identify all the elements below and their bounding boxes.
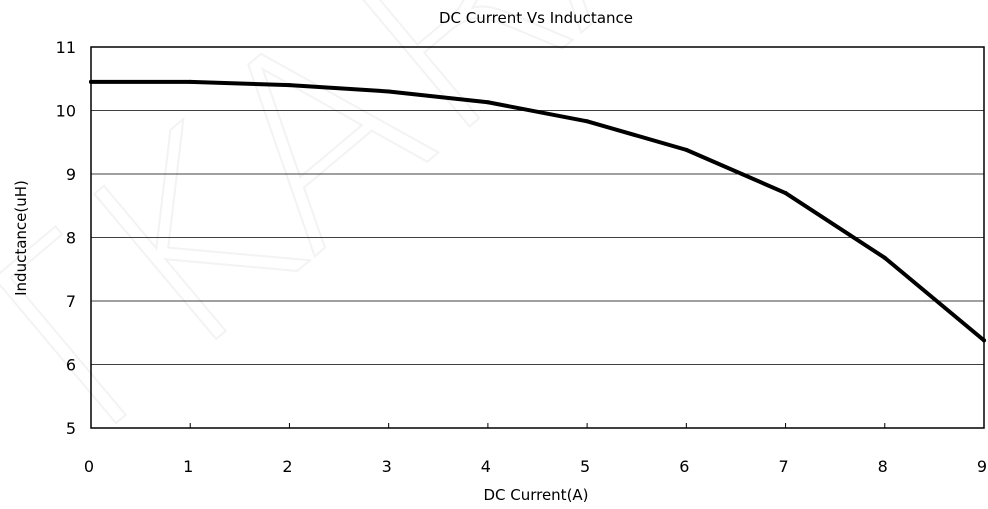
data-point xyxy=(188,79,193,84)
data-point xyxy=(684,147,689,152)
chart-title: DC Current Vs Inductance xyxy=(439,9,633,27)
x-tick-label: 3 xyxy=(382,457,392,476)
data-point xyxy=(585,119,590,124)
x-tick-label: 6 xyxy=(679,457,689,476)
y-tick-label: 11 xyxy=(56,38,76,57)
data-point xyxy=(287,83,292,88)
x-tick-label: 9 xyxy=(977,457,987,476)
x-tick-label: 2 xyxy=(282,457,292,476)
x-tick-label: 5 xyxy=(580,457,590,476)
x-tick-label: 4 xyxy=(481,457,491,476)
x-tick-label: 1 xyxy=(183,457,193,476)
y-tick-label: 5 xyxy=(66,419,76,438)
plot-area-border xyxy=(90,46,985,429)
x-tick-label: 7 xyxy=(778,457,788,476)
data-point xyxy=(882,255,887,260)
x-axis-label: DC Current(A) xyxy=(483,486,588,504)
y-tick-label: 7 xyxy=(66,292,76,311)
y-tick-label: 6 xyxy=(66,356,76,375)
x-tick-label: 0 xyxy=(84,457,94,476)
data-point xyxy=(386,89,391,94)
data-point xyxy=(982,338,986,343)
x-tick-label: 8 xyxy=(878,457,888,476)
data-point xyxy=(783,191,788,196)
series-group xyxy=(89,79,986,343)
y-tick-label: 8 xyxy=(66,229,76,248)
data-point xyxy=(485,100,490,105)
y-tick-label: 10 xyxy=(56,102,76,121)
y-tick-label: 9 xyxy=(66,165,76,184)
y-axis-label: Inductance(uH) xyxy=(12,180,30,296)
series-line xyxy=(89,79,986,343)
watermark: TKARA xyxy=(0,0,752,509)
data-point xyxy=(89,79,93,84)
axis-ticks: 5 6 7 8 9 10 11 0 1 2 3 4 5 6 7 8 9 xyxy=(56,38,987,476)
